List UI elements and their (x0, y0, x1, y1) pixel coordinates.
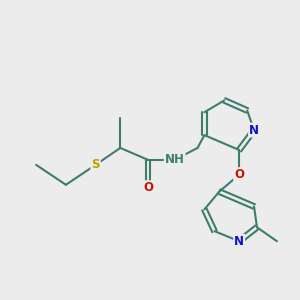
Text: S: S (92, 158, 100, 171)
Text: O: O (143, 181, 153, 194)
Text: N: N (249, 124, 259, 136)
Text: N: N (234, 235, 244, 248)
Text: NH: NH (165, 153, 184, 166)
Text: O: O (234, 168, 244, 181)
